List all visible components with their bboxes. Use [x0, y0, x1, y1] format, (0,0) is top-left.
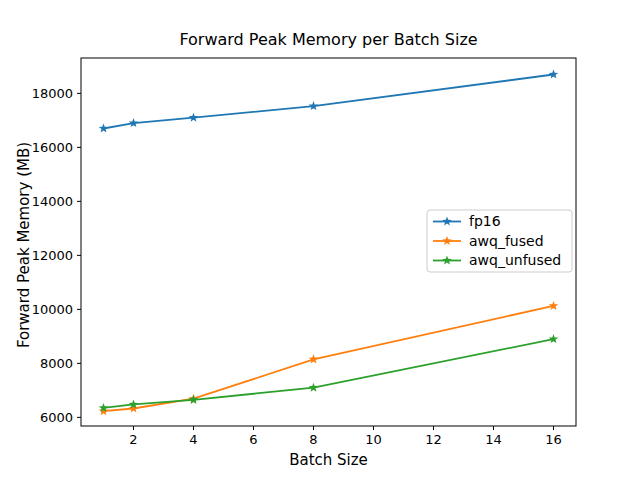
series-line-awq_fused — [104, 306, 554, 411]
legend-label-awq_fused: awq_fused — [469, 233, 544, 249]
figure: Forward Peak Memory per Batch Size Forwa… — [0, 0, 640, 480]
series-marker-fp16 — [99, 124, 109, 133]
legend-label-awq_unfused: awq_unfused — [469, 252, 561, 268]
series-marker-fp16 — [549, 70, 559, 79]
x-tick-label: 16 — [545, 432, 562, 447]
series-marker-fp16 — [129, 118, 139, 127]
plot-canvas: 2 4 6 8 10 12 14 16 6000 8000 10000 12000 14000 16000… — [0, 0, 640, 480]
x-tick-label: 8 — [309, 432, 317, 447]
series-marker-fp16 — [309, 101, 319, 110]
y-tick-label: 14000 — [32, 194, 73, 209]
x-tick-label: 10 — [365, 432, 382, 447]
y-tick-label: 12000 — [32, 248, 73, 263]
x-tick-label: 6 — [249, 432, 257, 447]
y-tick-label: 10000 — [32, 302, 73, 317]
y-tick-label: 16000 — [32, 140, 73, 155]
series-line-awq_unfused — [104, 339, 554, 408]
x-tick-label: 2 — [129, 432, 137, 447]
series-marker-awq_unfused — [189, 395, 199, 404]
series-marker-fp16 — [189, 113, 199, 122]
y-tick-label: 8000 — [40, 356, 73, 371]
series-marker-awq_unfused — [309, 383, 319, 392]
series-marker-awq_unfused — [549, 334, 559, 343]
y-tick-label: 18000 — [32, 86, 73, 101]
y-tick-label: 6000 — [40, 410, 73, 425]
legend-label-fp16: fp16 — [469, 213, 501, 229]
x-tick-label: 14 — [485, 432, 502, 447]
series-marker-awq_fused — [549, 301, 559, 310]
x-tick-label: 4 — [189, 432, 197, 447]
series-line-fp16 — [104, 75, 554, 129]
x-tick-label: 12 — [425, 432, 442, 447]
series-marker-awq_fused — [309, 354, 319, 363]
